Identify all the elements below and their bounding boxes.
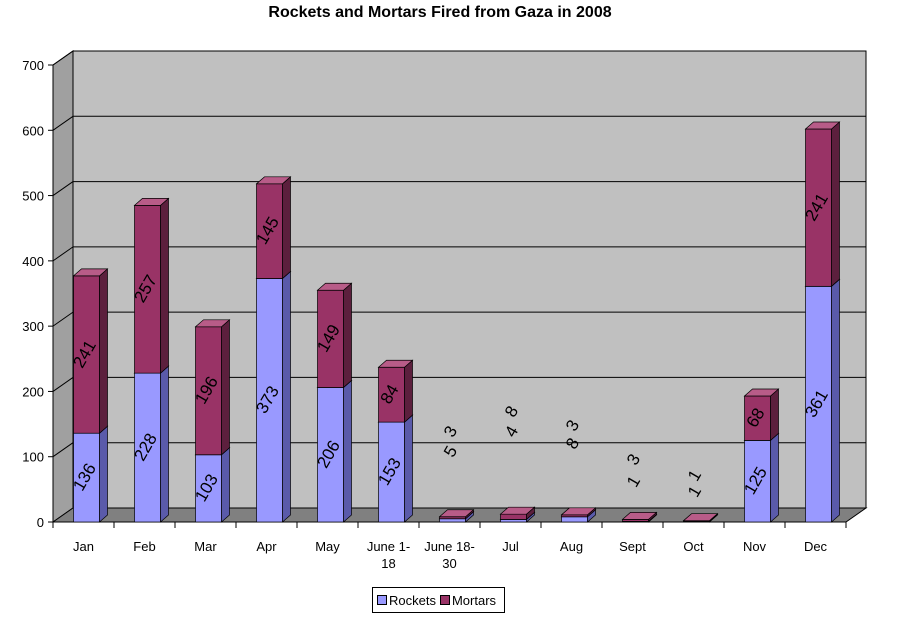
bar-top-mortars [316, 282, 353, 291]
bar-top-mortars [560, 507, 597, 516]
bar-side-rockets [831, 278, 840, 523]
gridline-side [52, 442, 74, 458]
bar-top-mortars [72, 268, 109, 277]
bar-side-mortars [343, 282, 352, 389]
bar-mortars [317, 289, 344, 388]
gridline-side [52, 115, 74, 131]
legend-item-rockets: Rockets [377, 593, 436, 608]
x-tick-label: 18 [381, 556, 395, 571]
y-tick-label: 0 [37, 515, 44, 530]
bar-mortars [73, 275, 100, 434]
bar-side-mortars [221, 319, 230, 456]
bar-top-mortars [499, 506, 536, 515]
x-tick-label: Oct [683, 539, 704, 554]
bar-rockets [134, 372, 161, 523]
legend-label-mortars: Mortars [451, 592, 497, 608]
x-tick-label: Dec [804, 539, 828, 554]
bar-side-rockets [160, 365, 169, 523]
y-tick-label: 700 [22, 58, 44, 73]
bar-mortars [744, 395, 771, 441]
y-tick-label: 500 [22, 189, 44, 204]
bar-rockets [561, 516, 588, 523]
bar-rockets [256, 278, 283, 523]
bar-side-rockets [404, 414, 413, 523]
bar-side-rockets [99, 425, 108, 523]
bar-side-mortars [282, 176, 291, 280]
bar-side-rockets [221, 446, 230, 523]
legend-label-rockets: Rockets [389, 592, 436, 608]
x-tick-label: Jan [73, 539, 94, 554]
x-tick-label: Apr [256, 539, 277, 554]
bar-rockets [73, 432, 100, 523]
bar-top-mortars [438, 509, 475, 518]
y-tick-label: 200 [22, 384, 44, 399]
x-tick-label: Jul [502, 539, 519, 554]
bar-rockets [500, 519, 527, 523]
bar-side-mortars [160, 197, 169, 374]
x-tick-label: Feb [133, 539, 155, 554]
x-tick-label: Aug [560, 539, 583, 554]
y-tick-label: 400 [22, 254, 44, 269]
x-tick-label: Sept [619, 539, 646, 554]
bar-top-mortars [621, 512, 658, 520]
y-tick-label: 100 [22, 450, 44, 465]
x-tick-label: Nov [743, 539, 767, 554]
bar-side-rockets [282, 270, 291, 523]
legend-item-mortars: Mortars [439, 592, 497, 608]
y-tick-label: 300 [22, 319, 44, 334]
x-tick-label: June 1- [367, 539, 410, 554]
legend: Rockets Mortars [372, 587, 506, 613]
bar-mortars [134, 205, 161, 374]
bar-rockets [805, 285, 832, 523]
bar-mortars [500, 513, 527, 520]
x-tick-label: 30 [442, 556, 456, 571]
bar-mortars [378, 366, 405, 423]
bar-top-mortars [804, 121, 841, 130]
bar-rockets [378, 421, 405, 523]
y-tick-label: 600 [22, 123, 44, 138]
gridline-side [52, 181, 74, 196]
bar-top-mortars [682, 513, 719, 522]
x-tick-label: May [315, 539, 340, 554]
bar-top-mortars [194, 319, 231, 328]
bar-top-mortars [743, 388, 780, 397]
bar-side-rockets [343, 379, 352, 523]
bar-side-mortars [770, 388, 779, 442]
bar-top-mortars [377, 359, 414, 368]
legend-swatch-mortars [439, 595, 450, 605]
gridline-side [52, 246, 74, 262]
bar-rockets [439, 518, 466, 523]
bar-side-mortars [99, 268, 108, 434]
x-tick-label: June 18- [424, 539, 475, 554]
gridline-side [52, 50, 74, 66]
bar-rockets [744, 440, 771, 523]
bar-mortars [256, 183, 283, 279]
gridline-side [52, 377, 74, 392]
side-wall [52, 50, 74, 523]
bar-side-mortars [404, 359, 413, 423]
x-tick-label: Mar [194, 539, 217, 554]
bar-top-mortars [255, 176, 292, 185]
bar-mortars [805, 128, 832, 287]
chart-title: Rockets and Mortars Fired from Gaza in 2… [268, 4, 612, 21]
gridline-side [52, 311, 74, 327]
bar-side-mortars [831, 121, 840, 288]
legend-swatch-rockets [377, 595, 387, 605]
bar-top-mortars [133, 198, 170, 206]
bar-side-rockets [770, 432, 779, 523]
